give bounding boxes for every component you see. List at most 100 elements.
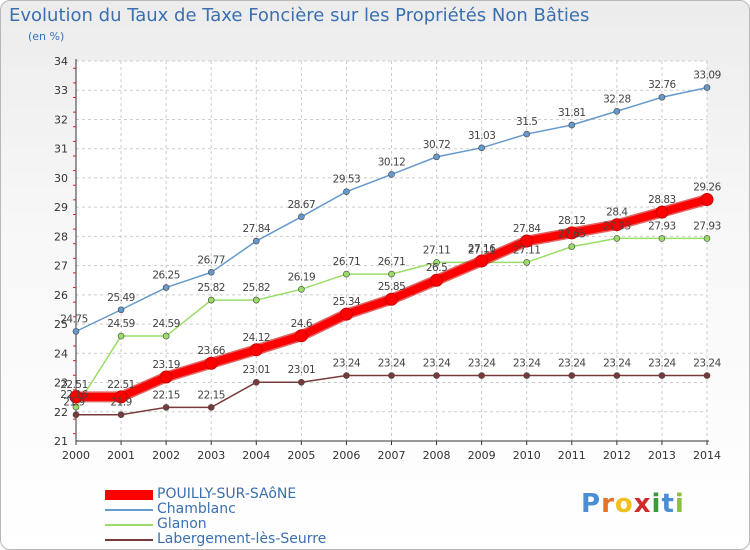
data-label: 27.93 (648, 220, 676, 232)
y-tick-label: 24 (54, 347, 68, 360)
data-label: 27.93 (693, 220, 721, 232)
data-point (700, 193, 714, 207)
data-point (162, 284, 170, 291)
data-label: 27.11 (468, 244, 496, 256)
y-tick-label: 25 (54, 318, 68, 331)
data-point (69, 390, 83, 404)
data-point (72, 411, 80, 418)
data-point (703, 84, 711, 91)
data-point (388, 372, 395, 379)
data-point (343, 188, 350, 195)
data-label: 21.9 (110, 397, 131, 409)
data-label: 22.51 (107, 379, 135, 391)
y-tick-label: 30 (54, 172, 68, 185)
data-point (658, 93, 666, 101)
data-label: 27.84 (513, 223, 541, 235)
legend-label: POUILLY-SUR-SAôNE (157, 486, 297, 502)
data-label: 31.03 (468, 130, 496, 142)
series-3 (72, 372, 711, 418)
logo-letter: r (601, 489, 615, 519)
data-label: 32.28 (603, 93, 631, 105)
x-tick-label: 2012 (603, 449, 631, 462)
y-tick-label: 22 (54, 406, 68, 419)
x-tick-label: 2009 (468, 449, 496, 462)
data-label: 27.93 (603, 220, 631, 232)
x-tick-label: 2000 (62, 449, 90, 462)
data-point (475, 254, 489, 268)
data-label: 25.82 (243, 282, 271, 294)
data-point (162, 332, 170, 340)
legend-item: POUILLY-SUR-SAôNE (105, 487, 326, 502)
data-label: 22.15 (197, 389, 225, 401)
series-2 (72, 235, 711, 411)
data-point (658, 372, 666, 379)
data-label: 26.77 (197, 254, 225, 266)
y-tick-label: 31 (54, 143, 68, 156)
logo-letter: o (614, 489, 634, 519)
x-tick-label: 2008 (423, 449, 451, 462)
data-point (520, 234, 534, 248)
x-tick-label: 2003 (197, 449, 225, 462)
data-point (207, 296, 215, 304)
data-point (478, 144, 485, 152)
data-label: 24.59 (152, 318, 180, 330)
data-label: 33.09 (693, 70, 721, 82)
data-label: 23.24 (513, 358, 541, 370)
data-point (568, 121, 576, 129)
y-tick-label: 34 (54, 55, 68, 68)
data-label: 25.82 (197, 282, 225, 294)
data-label: 30.72 (423, 139, 451, 151)
x-tick-label: 2011 (558, 449, 586, 462)
data-label: 23.19 (152, 359, 180, 371)
data-point (433, 372, 440, 379)
logo-letter: x (633, 489, 652, 519)
data-label: 26.25 (152, 270, 180, 282)
data-point (523, 372, 531, 379)
series-1 (72, 84, 711, 335)
y-tick-label: 28 (54, 230, 68, 243)
data-point (613, 372, 621, 379)
data-point (610, 218, 624, 232)
data-point (339, 307, 353, 321)
data-label: 29.26 (693, 182, 721, 194)
data-label: 23.24 (333, 358, 361, 370)
data-point (162, 404, 170, 411)
data-label: 23.24 (468, 358, 496, 370)
data-label: 27.16 (468, 243, 496, 255)
legend-swatch (105, 508, 153, 511)
data-point (478, 372, 485, 379)
logo-letter: i (674, 489, 685, 519)
legend-item: Chamblanc (105, 502, 326, 517)
data-point (568, 372, 576, 379)
data-point (294, 329, 308, 343)
x-tick-label: 2001 (107, 449, 135, 462)
legend-swatch (105, 489, 153, 500)
data-point (159, 370, 173, 384)
x-tick-label: 2014 (693, 449, 721, 462)
y-tick-label: 26 (54, 289, 68, 302)
data-label: 28.83 (648, 194, 676, 206)
data-point (249, 343, 263, 357)
data-label: 27.11 (423, 244, 451, 256)
data-label: 24.12 (243, 332, 271, 344)
data-label: 24.6 (291, 318, 313, 330)
data-label: 28.12 (558, 215, 586, 227)
data-label: 32.76 (648, 79, 676, 91)
x-tick-label: 2004 (242, 449, 270, 462)
data-label: 27.65 (558, 229, 586, 241)
data-label: 23.24 (648, 358, 676, 370)
legend-swatch (105, 523, 153, 526)
data-point (523, 259, 531, 266)
data-label: 23.24 (423, 358, 451, 370)
data-label: 23.24 (603, 358, 631, 370)
data-label: 26.19 (288, 271, 316, 283)
data-point (385, 292, 398, 306)
data-label: 28.4 (606, 207, 628, 219)
data-point (703, 372, 711, 379)
data-point (703, 235, 711, 242)
logo-letter: i (651, 489, 662, 519)
data-point (114, 390, 128, 404)
data-point (204, 356, 218, 370)
data-point (72, 403, 80, 411)
